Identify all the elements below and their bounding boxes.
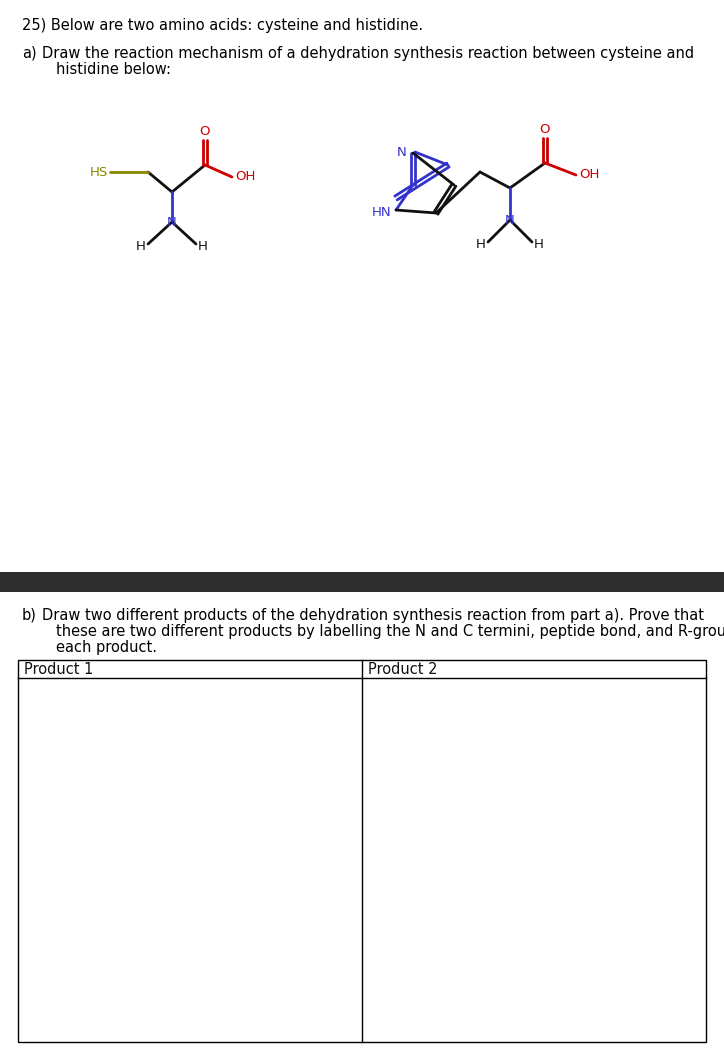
Text: O: O: [540, 123, 550, 136]
Text: N: N: [505, 214, 515, 226]
Text: H: H: [136, 240, 146, 252]
Text: Product 1: Product 1: [24, 662, 93, 676]
Text: N: N: [167, 216, 177, 228]
Text: OH: OH: [579, 168, 599, 182]
Bar: [0, 572, 724, 592]
Text: these are two different products by labelling the N and C termini, peptide bond,: these are two different products by labe…: [56, 624, 724, 639]
Text: b): b): [22, 608, 37, 623]
Text: a): a): [22, 46, 37, 61]
Text: each product.: each product.: [56, 640, 157, 655]
Bar: [18, 660, 706, 1041]
Text: N: N: [397, 146, 407, 160]
Text: HN: HN: [371, 205, 391, 219]
Text: O: O: [200, 125, 210, 138]
Text: H: H: [476, 238, 486, 250]
Text: Draw two different products of the dehydration synthesis reaction from part a). : Draw two different products of the dehyd…: [42, 608, 704, 623]
Text: Draw the reaction mechanism of a dehydration synthesis reaction between cysteine: Draw the reaction mechanism of a dehydra…: [42, 46, 694, 61]
Text: H: H: [198, 240, 208, 252]
Text: Product 2: Product 2: [368, 662, 437, 676]
Text: HS: HS: [90, 165, 108, 179]
Text: 25) Below are two amino acids: cysteine and histidine.: 25) Below are two amino acids: cysteine …: [22, 18, 423, 33]
Text: OH: OH: [235, 170, 256, 183]
Text: histidine below:: histidine below:: [56, 62, 171, 77]
Text: H: H: [534, 238, 544, 250]
